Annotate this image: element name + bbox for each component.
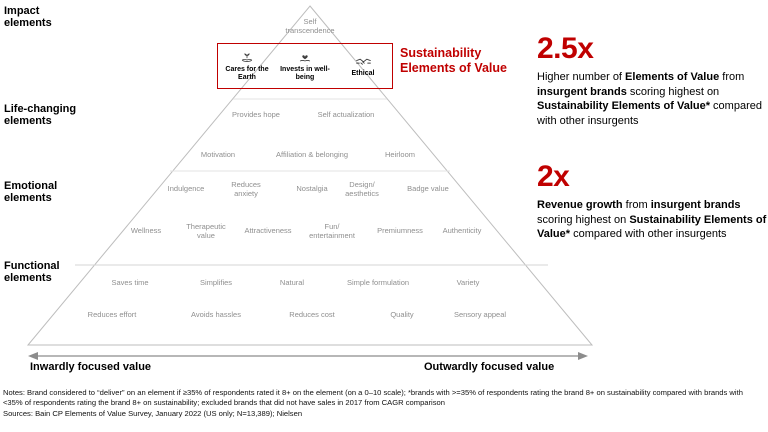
- stat-value-2x: 2x: [537, 160, 570, 193]
- element-label-quality: Quality: [390, 310, 414, 319]
- stat-text-segment-bold: insurgent brands: [537, 85, 627, 98]
- element-label-attractiveness: Attractiveness: [244, 226, 292, 235]
- element-label-authenticity: Authenticity: [442, 226, 482, 235]
- footnote-text: Notes: Brand considered to “deliver” on …: [3, 388, 743, 408]
- axis-label-outwardly-focused: Outwardly focused value: [424, 361, 555, 373]
- stat-text-segment-bold: Revenue growth: [537, 199, 623, 211]
- sustainability-item-label: Invests in well-being: [280, 65, 330, 81]
- element-label-reduces-anxiety: Reduces anxiety: [231, 180, 261, 198]
- stat-text-segment: from: [622, 199, 651, 211]
- footnote-sources: Sources: Bain CP Elements of Value Surve…: [3, 408, 303, 418]
- tier-label-emotional: Emotional elements: [4, 180, 58, 205]
- stat-text-segment: Higher number of: [537, 71, 626, 83]
- sustainability-item-cares-for-the-earth: Cares for the Earth: [219, 50, 275, 82]
- tier-label-functional: Functional elements: [4, 260, 60, 285]
- element-label-wellness: Wellness: [130, 226, 162, 235]
- element-label-variety: Variety: [456, 278, 480, 287]
- tier-label-life-changing: Life-changing elements: [4, 103, 77, 128]
- stat-text-segment: from: [719, 71, 745, 83]
- element-label-badge-value: Badge value: [407, 184, 449, 193]
- element-label-avoids-hassles: Avoids hassles: [191, 310, 241, 319]
- pyramid-outline: [26, 5, 594, 346]
- element-label-sensory-appeal: Sensory appeal: [453, 310, 507, 319]
- heart-in-hand-icon: [299, 55, 311, 62]
- sustainability-item-label: Cares for the Earth: [225, 65, 269, 81]
- stat-text-segment-bold: Sustainability Elements of Value*: [537, 213, 767, 241]
- stat-description-2x: Revenue growth from insurgent brands sco…: [537, 198, 767, 242]
- element-label-nostalgia: Nostalgia: [296, 184, 328, 193]
- element-label-fun-entertainment: Fun/ entertainment: [309, 222, 355, 240]
- stat-text-segment: scoring highest on: [537, 213, 630, 226]
- sustainability-item-invests-in-well-being: Invests in well-being: [277, 50, 333, 82]
- axis-arrowhead-right: [578, 352, 588, 360]
- sustainability-item-ethical: Ethical: [335, 54, 391, 78]
- element-label-provides-hope: Provides hope: [232, 110, 280, 119]
- element-label-motivation: Motivation: [200, 150, 236, 159]
- sustainability-callout-label: Sustainability Elements of Value: [400, 46, 507, 75]
- element-label-natural: Natural: [279, 278, 305, 287]
- stat-text-segment-bold: insurgent brands: [650, 199, 741, 211]
- stat-description-2-5x: Higher number of Elements of Value from …: [537, 70, 767, 128]
- element-label-simple-formulation: Simple formulation: [346, 278, 410, 287]
- stat-block-2x: 2x Revenue growth from insurgent brands …: [537, 162, 767, 242]
- sustainability-item-label: Ethical: [351, 69, 375, 77]
- element-label-design-aesthetics: Design/ aesthetics: [345, 180, 379, 198]
- element-label-self-transcendence: Self transcendence: [285, 17, 335, 35]
- stat-block-2-5x: 2.5x Higher number of Elements of Value …: [537, 34, 767, 128]
- stat-text-segment-bold: Elements of Value: [625, 71, 720, 83]
- handshake-icon: [355, 58, 371, 65]
- hands-holding-sprout-icon: [241, 53, 253, 62]
- stat-value-2-5x: 2.5x: [537, 32, 594, 65]
- element-label-simplifies: Simplifies: [199, 278, 233, 287]
- element-label-reduces-cost: Reduces cost: [289, 310, 335, 319]
- element-label-self-actualization: Self actualization: [317, 110, 375, 119]
- tier-label-impact: Impact elements: [4, 5, 52, 30]
- sustainability-highlight-box: Cares for the Earth Invests in well-bein…: [217, 43, 393, 89]
- element-label-saves-time: Saves time: [111, 278, 149, 287]
- element-label-heirloom: Heirloom: [384, 150, 416, 159]
- element-label-reduces-effort: Reduces effort: [87, 310, 137, 319]
- stat-text-segment: compared with other insurgents: [570, 228, 727, 241]
- axis-arrowhead-left: [28, 352, 38, 360]
- stat-text-segment: scoring highest on: [626, 85, 720, 98]
- axis-label-inwardly-focused: Inwardly focused value: [30, 361, 152, 373]
- element-label-therapeutic-value: Therapeutic value: [186, 222, 226, 240]
- element-label-premiumness: Premiumness: [377, 226, 423, 235]
- element-label-indulgence: Indulgence: [167, 184, 205, 193]
- stat-text-segment: compared with other insurgents: [537, 100, 762, 127]
- stat-text-segment-bold: Sustainability Elements of Value*: [537, 100, 710, 113]
- element-label-affiliation-belonging: Affiliation & belonging: [276, 150, 348, 159]
- footnotes: Notes: Brand considered to “deliver” on …: [3, 388, 764, 419]
